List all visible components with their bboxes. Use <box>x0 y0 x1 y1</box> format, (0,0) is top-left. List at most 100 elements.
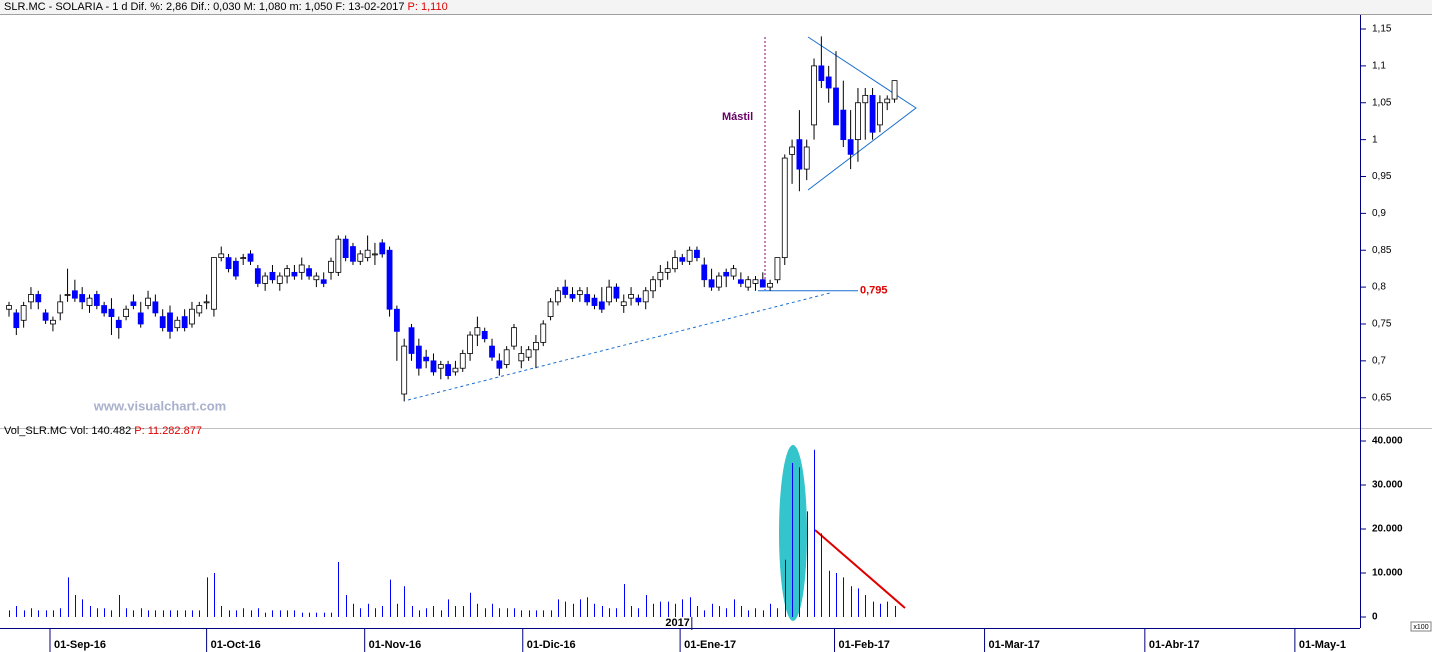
mast-label: Mástil <box>722 111 753 123</box>
candle-body <box>71 290 78 299</box>
candle-body <box>269 271 276 281</box>
candle-body <box>759 279 766 288</box>
x-tick-label: 01-Oct-16 <box>211 639 261 651</box>
candle-body <box>393 308 400 332</box>
candle-body <box>737 279 744 284</box>
candle-body <box>313 275 320 281</box>
candle-body <box>423 356 430 362</box>
x-tick-label: 01-Sep-16 <box>54 639 106 651</box>
candle-body <box>833 87 839 126</box>
candle-body <box>335 238 342 273</box>
candle-body <box>576 290 583 295</box>
candle-body <box>430 360 437 373</box>
candle-body <box>474 327 481 336</box>
candle-body <box>159 316 166 329</box>
x-tick-label: 01-May-1 <box>1299 639 1346 651</box>
y-tick-label: 1 <box>1372 134 1378 145</box>
candle-body <box>306 268 312 277</box>
candle-body <box>189 308 195 325</box>
candle-body <box>547 301 554 318</box>
x-tick-label: 01-Ene-17 <box>684 639 736 651</box>
candle-body <box>525 349 532 358</box>
candle-body <box>803 146 810 170</box>
candle-body <box>540 323 547 343</box>
candle-body <box>862 94 869 104</box>
candle-body <box>28 294 34 303</box>
candle-body <box>620 301 627 306</box>
candle-body <box>108 308 115 318</box>
candle-body <box>745 279 752 288</box>
candle-body <box>196 305 203 314</box>
candle-body <box>715 275 722 288</box>
candle-body <box>328 260 334 273</box>
candle-body <box>145 297 151 306</box>
volume-title: Vol_SLR.MC Vol: 140.482 <box>4 425 131 437</box>
candle-body <box>642 290 649 303</box>
candle-body <box>298 264 305 273</box>
candle-body <box>855 102 861 141</box>
candle-body <box>101 305 108 314</box>
y-tick-label: 0,9 <box>1372 208 1386 219</box>
candle-body <box>694 249 700 259</box>
candle-body <box>657 271 664 281</box>
candle-body <box>320 279 327 284</box>
candle-body <box>811 65 817 126</box>
candle-body <box>57 301 64 314</box>
candle-body <box>767 283 774 288</box>
candle-body <box>13 312 20 329</box>
candle-body <box>635 297 642 303</box>
candle-body <box>467 334 473 354</box>
candle-body <box>459 353 466 369</box>
candle-body <box>613 286 620 299</box>
candle-body <box>130 301 137 306</box>
candle-body <box>569 294 576 299</box>
candle-body <box>869 94 876 133</box>
candle-body <box>174 319 181 329</box>
watermark: www.visualchart.com <box>93 398 226 413</box>
candle-body <box>664 268 671 273</box>
candle-body <box>503 349 510 365</box>
y-tick-label: 0,8 <box>1372 282 1386 293</box>
candle-body <box>606 286 613 303</box>
candle-body <box>211 257 217 310</box>
candle-body <box>730 268 737 277</box>
x-tick-label: 01-Abr-17 <box>1149 639 1200 651</box>
candle-body <box>79 294 86 303</box>
y-tick-label: 1,05 <box>1372 97 1392 108</box>
candle-body <box>408 327 415 354</box>
candle-body <box>679 257 686 262</box>
volume-header: Vol_SLR.MC Vol: 140.482 P: 11.282.877 <box>4 425 202 437</box>
candle-body <box>708 279 715 288</box>
header-bar <box>0 0 1432 14</box>
candle-body <box>584 294 591 303</box>
y-tick-label: 0,85 <box>1372 245 1392 256</box>
candle-body <box>877 102 883 126</box>
x-tick-label: 01-Dic-16 <box>527 639 576 651</box>
triangle-pattern <box>807 36 917 191</box>
candle-body <box>42 312 49 321</box>
candle-body <box>342 238 349 259</box>
candle-body <box>167 312 173 332</box>
y-tick-label: 30.000 <box>1372 480 1403 491</box>
candle-body <box>93 294 100 306</box>
candle-body <box>152 301 159 314</box>
candle-body <box>818 65 825 82</box>
candle-body <box>379 242 386 255</box>
candle-body <box>364 249 371 259</box>
candle-body <box>452 367 459 373</box>
x-tick-label: 01-Nov-16 <box>369 639 422 651</box>
candle-body <box>232 260 239 277</box>
candle-body <box>6 305 12 310</box>
year-label: 2017 <box>665 617 689 629</box>
candle-body <box>847 139 854 155</box>
candle-body <box>20 305 27 321</box>
candle-body <box>554 290 561 303</box>
candle-body <box>225 257 232 270</box>
header-price: P: 1,110 <box>408 1 448 13</box>
candle-body <box>203 301 210 304</box>
candle-body <box>415 345 422 369</box>
candle-body <box>35 294 42 303</box>
candle-body <box>262 275 269 284</box>
candle-body <box>672 257 678 270</box>
